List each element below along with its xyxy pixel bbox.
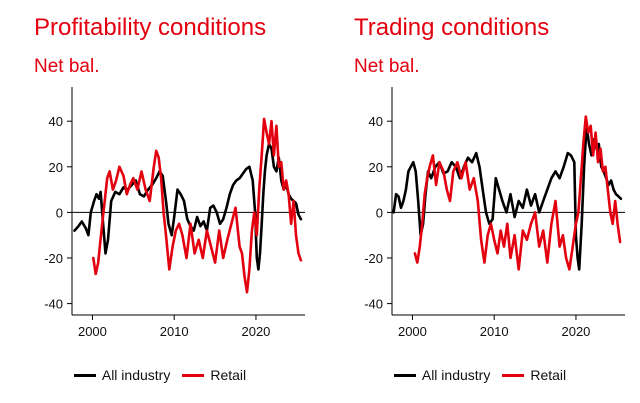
series-line-all-industry [392,124,623,271]
trading-title: Trading conditions [354,14,550,41]
y-tick-label: -20 [364,251,383,266]
trading-subtitle: Net bal. [354,56,420,77]
y-tick-label: -20 [44,251,63,266]
retail-swatch [502,373,525,377]
y-tick-label: 20 [369,160,383,175]
y-tick-label: -40 [44,297,63,312]
y-tick-label: 40 [49,114,63,129]
profitability-subtitle: Net bal. [34,56,100,77]
profitability-panel: Profitability conditions Net bal. 40 20 0 -… [0,14,320,383]
legend-item-all-industry: All industry [393,367,491,383]
profitability-chart: 40 20 0 -20 -40 2000 2010 2020 [44,87,305,339]
legend-item-retail: Retail [502,367,566,383]
trading-legend: All industry Retail [320,367,640,383]
legend-item-all-industry: All industry [73,367,171,383]
legend-item-retail: Retail [182,367,246,383]
x-tick-label: 2000 [78,324,107,339]
series-line-all-industry [73,142,303,271]
legend-label-retail: Retail [210,367,247,383]
y-tick-label: 0 [56,205,63,220]
legend-label-retail: Retail [530,367,567,383]
trading-chart: 40 20 0 -20 -40 2000 2010 2020 [364,87,625,339]
legend-label-all-industry: All industry [421,367,491,383]
y-tick-label: -40 [364,297,383,312]
y-tick-label: 20 [49,160,63,175]
x-tick-label: 2000 [398,324,427,339]
profitability-title: Profitability conditions [34,14,267,41]
x-tick-label: 2010 [160,324,189,339]
profitability-legend: All industry Retail [0,367,320,383]
x-tick-label: 2020 [561,324,590,339]
y-tick-label: 0 [376,205,383,220]
series-line-retail [92,117,303,294]
x-tick-label: 2020 [241,324,270,339]
x-tick-label: 2010 [480,324,509,339]
retail-swatch [182,373,205,377]
series-line-retail [413,115,622,271]
all-industry-swatch [393,373,416,377]
legend-label-all-industry: All industry [101,367,171,383]
trading-panel: Trading conditions Net bal. 40 20 0 -20 -40 2… [320,0,640,403]
y-tick-label: 40 [369,114,383,129]
all-industry-swatch [73,373,96,377]
